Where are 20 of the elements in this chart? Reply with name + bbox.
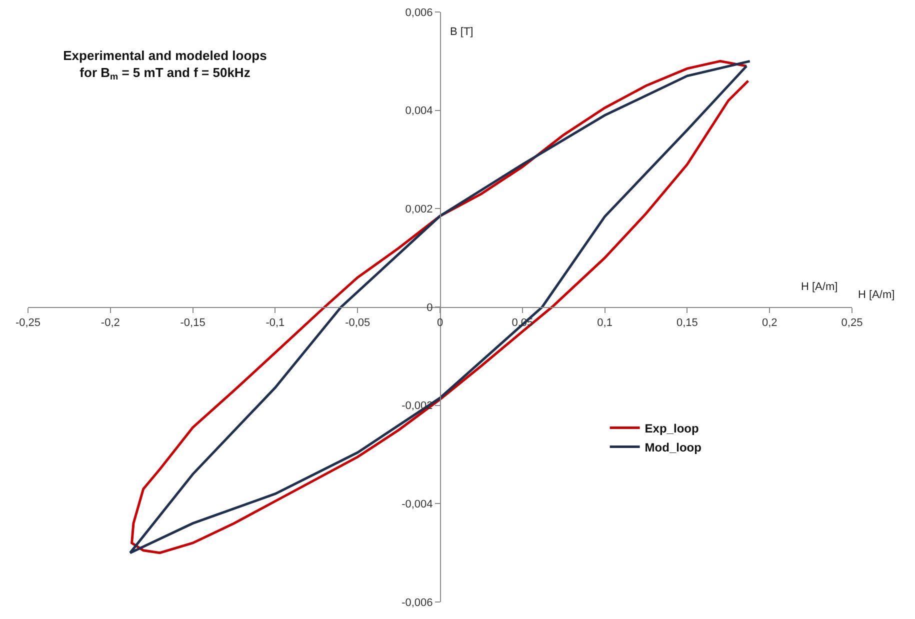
y-tick-label: 0,002: [405, 204, 433, 216]
x-tick-label: -0,2: [100, 317, 120, 330]
x-tick-label: -0,05: [345, 317, 370, 330]
x-tick-label: 0,1: [597, 317, 612, 330]
y-tick-label: -0,004: [402, 498, 433, 511]
x-tick-label: -0,1: [266, 317, 285, 330]
x-axis-title: H [A/m]: [801, 281, 838, 293]
text: H [A/m]: [858, 289, 895, 301]
y-tick-label: 0,004: [405, 105, 433, 118]
y-tick-label: 0,006: [405, 6, 433, 19]
x-tick-label: -0,15: [180, 317, 206, 330]
x-tick-label: -0,25: [15, 317, 41, 330]
x-tick-label: 0,2: [762, 317, 778, 330]
x-tick-label: 0,15: [676, 317, 698, 330]
legend-label: Exp_loop: [644, 421, 699, 436]
y-axis-title: B [T]: [450, 26, 474, 38]
x-tick-label: 0,25: [841, 317, 863, 330]
legend-label: Mod_loop: [644, 440, 702, 454]
y-tick-label: -0,006: [402, 596, 433, 609]
text: Experimental and modeled loops for B$_{m}$ = 5 mT and f = 50kHz: [63, 48, 267, 82]
